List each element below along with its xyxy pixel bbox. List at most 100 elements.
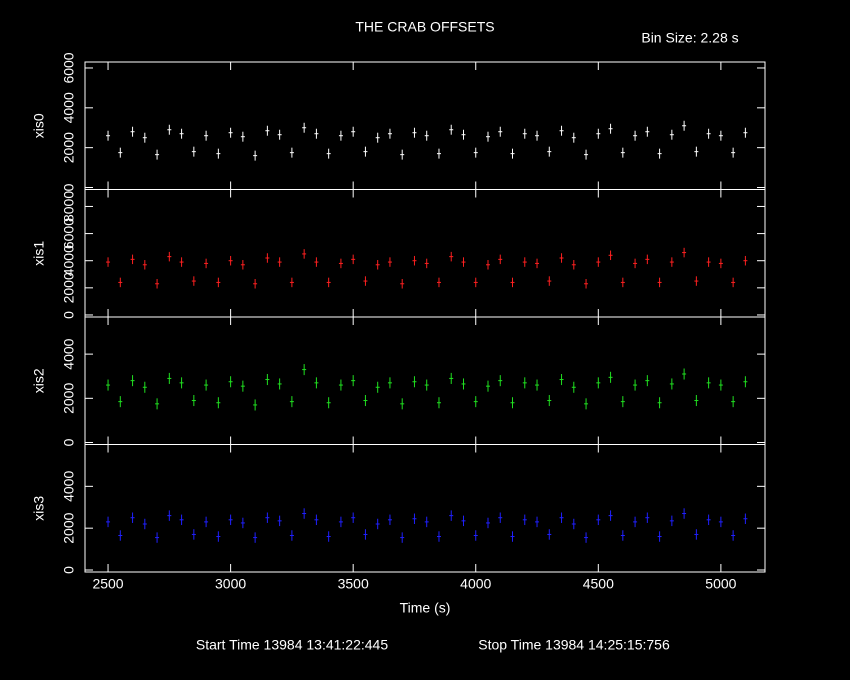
- error-point: [253, 279, 258, 289]
- error-point: [265, 253, 270, 263]
- error-point: [510, 531, 515, 542]
- x-tick-label: 5000: [705, 576, 736, 592]
- error-point: [253, 532, 258, 543]
- error-point: [277, 515, 282, 527]
- error-point: [436, 397, 441, 409]
- error-point: [682, 247, 687, 258]
- error-point: [633, 258, 638, 269]
- error-point: [118, 396, 123, 408]
- error-point: [326, 277, 331, 288]
- error-point: [375, 132, 380, 143]
- error-point: [228, 514, 233, 526]
- error-point: [743, 255, 748, 266]
- error-point: [461, 515, 466, 527]
- y-axis-label: xis3: [31, 496, 47, 521]
- error-point: [522, 128, 527, 139]
- error-point: [167, 124, 172, 135]
- y-tick-label: 0: [61, 566, 77, 574]
- error-point: [584, 532, 589, 543]
- error-point: [608, 123, 613, 134]
- error-point: [387, 377, 392, 389]
- error-point: [633, 130, 638, 141]
- panel-frame: [84, 189, 766, 318]
- error-point: [400, 279, 405, 289]
- error-point: [620, 147, 625, 158]
- error-point: [633, 516, 638, 528]
- error-point: [559, 125, 564, 136]
- error-point: [424, 130, 429, 141]
- error-point: [485, 260, 490, 270]
- error-point: [228, 127, 233, 138]
- error-point: [473, 396, 478, 408]
- chart-title: THE CRAB OFFSETS: [355, 19, 494, 35]
- error-point: [743, 376, 748, 388]
- error-point: [400, 532, 405, 543]
- error-point: [596, 257, 601, 267]
- error-point: [155, 149, 160, 160]
- error-point: [682, 508, 687, 519]
- y-tick-label: 2000: [61, 132, 77, 163]
- panel-frame: [84, 61, 766, 190]
- error-point: [167, 372, 172, 384]
- error-point: [216, 397, 221, 409]
- y-tick-label: 4000: [61, 338, 77, 369]
- error-point: [608, 250, 613, 261]
- error-point: [424, 516, 429, 528]
- error-point: [645, 126, 650, 137]
- x-tick-label: 2500: [92, 576, 123, 592]
- error-point: [277, 378, 282, 390]
- error-point: [412, 127, 417, 138]
- error-point: [338, 379, 343, 391]
- error-point: [596, 377, 601, 389]
- error-point: [387, 514, 392, 526]
- error-point: [718, 130, 723, 141]
- error-point: [559, 374, 564, 386]
- x-tick-label: 4000: [460, 576, 491, 592]
- error-point: [167, 251, 172, 262]
- error-point: [351, 512, 356, 523]
- error-point: [277, 129, 282, 140]
- error-point: [522, 514, 527, 526]
- error-point: [535, 516, 540, 528]
- error-point: [473, 147, 478, 158]
- error-point: [216, 148, 221, 159]
- error-point: [706, 128, 711, 139]
- error-point: [584, 398, 589, 410]
- error-point: [363, 276, 368, 286]
- error-point: [645, 254, 650, 265]
- error-point: [204, 379, 209, 391]
- error-point: [645, 375, 650, 387]
- error-point: [706, 514, 711, 526]
- error-point: [547, 146, 552, 157]
- error-point: [240, 380, 245, 392]
- error-point: [106, 257, 111, 267]
- error-point: [179, 514, 184, 526]
- error-point: [228, 255, 233, 266]
- error-point: [449, 124, 454, 135]
- error-point: [559, 253, 564, 263]
- error-point: [461, 257, 466, 267]
- y-tick-label: 6000: [61, 218, 77, 249]
- y-tick-label: 0: [61, 183, 77, 191]
- error-point: [424, 379, 429, 391]
- error-point: [191, 146, 196, 157]
- error-point: [485, 517, 490, 529]
- error-point: [326, 397, 331, 409]
- error-point: [228, 376, 233, 388]
- error-point: [596, 514, 601, 526]
- y-tick-label: 2000: [61, 512, 77, 543]
- error-point: [400, 149, 405, 160]
- error-point: [179, 377, 184, 389]
- error-point: [265, 374, 270, 386]
- error-point: [167, 510, 172, 521]
- error-point: [412, 255, 417, 266]
- error-point: [596, 128, 601, 139]
- y-axis-label: xis2: [31, 368, 47, 393]
- error-point: [510, 277, 515, 288]
- error-point: [657, 397, 662, 409]
- panel-frame: [84, 444, 766, 573]
- error-point: [204, 516, 209, 528]
- error-point: [571, 381, 576, 393]
- error-point: [118, 147, 123, 158]
- error-point: [657, 531, 662, 542]
